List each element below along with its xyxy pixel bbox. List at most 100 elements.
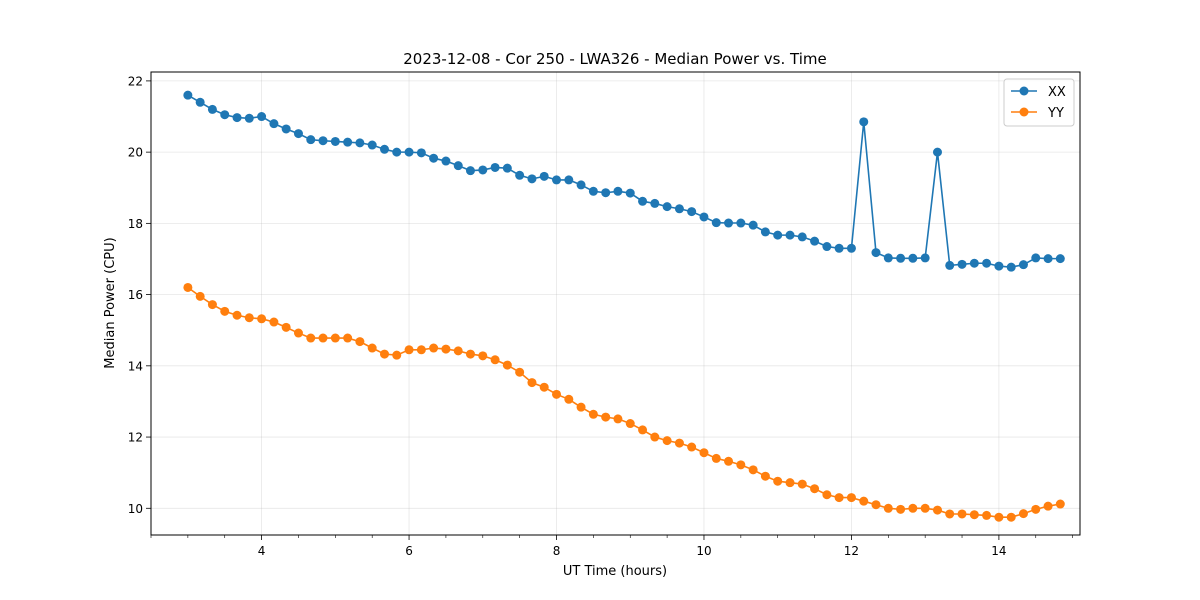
plot-frame [150,71,1081,536]
legend-marker-yy [1019,107,1029,117]
data-point-yy [564,394,574,404]
data-point-yy [932,505,942,515]
data-point-yy [969,510,979,520]
data-point-xx [527,174,537,184]
data-point-yy [797,479,807,489]
y-tick-label: 20 [128,146,143,160]
data-point-xx [625,188,635,198]
y-tick-label: 12 [128,431,143,445]
data-point-xx [871,248,881,258]
data-point-yy [367,343,377,353]
data-point-yy [1018,509,1028,519]
data-point-xx [478,165,488,175]
data-point-yy [343,333,353,343]
y-tick-label: 22 [128,74,143,88]
data-point-xx [576,180,586,190]
data-point-xx [834,243,844,253]
data-point-xx [220,110,230,120]
data-point-xx [613,186,623,196]
data-point-yy [281,322,291,332]
x-tick-label: 14 [991,544,1006,558]
data-point-xx [269,119,279,129]
data-point-xx [711,218,721,228]
legend-marker-xx [1019,86,1029,96]
y-tick-label: 14 [128,359,143,373]
data-point-xx [502,163,512,173]
data-point-yy [269,317,279,327]
data-point-yy [453,346,463,356]
data-point-yy [748,465,758,475]
data-point-yy [773,476,783,486]
data-point-yy [994,512,1004,522]
data-point-xx [699,212,709,222]
data-point-yy [674,438,684,448]
data-point-xx [883,253,893,263]
data-point-yy [613,414,623,424]
data-point-yy [490,355,500,365]
data-point-yy [908,503,918,513]
data-point-xx [908,253,918,263]
data-point-xx [760,227,770,237]
data-point-xx [822,242,832,252]
data-point-xx [515,170,525,180]
data-point-yy [724,456,734,466]
data-point-yy [318,333,328,343]
data-point-xx [343,137,353,147]
data-point-yy [527,378,537,388]
data-point-xx [416,148,426,158]
data-point-yy [736,460,746,470]
data-point-xx [687,207,697,217]
data-point-xx [441,156,451,166]
data-point-yy [183,282,193,292]
chart-title: 2023-12-08 - Cor 250 - LWA326 - Median P… [403,50,827,68]
data-point-xx [404,147,414,157]
data-point-yy [220,306,230,316]
data-point-xx [564,175,574,185]
legend-label-yy: YY [1047,106,1064,121]
axes: 4 6 8 10 12 14 10 12 14 16 18 20 22 [128,74,1073,558]
y-axis-label: Median Power (CPU) [103,237,118,368]
data-point-yy [306,333,316,343]
data-point-xx [650,198,660,208]
data-point-yy [883,503,893,513]
legend: XX YY [1003,78,1075,127]
data-point-yy [539,382,549,392]
data-point-xx [453,161,463,171]
data-point-yy [380,349,389,359]
data-point-yy [552,389,562,399]
data-point-xx [638,196,648,206]
data-point-yy [982,510,992,520]
x-tick-label: 8 [553,544,561,558]
data-point-xx [183,90,193,100]
data-point-yy [392,350,402,360]
data-point-yy [429,343,439,353]
data-point-yy [1006,512,1016,522]
x-tick-label: 12 [844,544,859,558]
data-point-xx [945,260,955,270]
data-point-yy [601,412,611,422]
data-point-xx [588,186,598,196]
data-point-xx [797,232,807,242]
data-point-xx [1006,262,1016,272]
data-point-yy [846,493,856,503]
x-axis-label: UT Time (hours) [563,564,667,579]
data-point-xx [736,218,746,228]
data-point-xx [207,104,217,114]
data-point-yy [785,478,795,488]
data-point-xx [355,138,365,148]
data-point-yy [920,503,930,513]
data-point-yy [355,337,365,347]
data-point-yy [760,471,770,481]
data-point-xx [539,171,549,181]
x-tick-label: 10 [696,544,711,558]
data-point-xx [429,153,439,163]
data-point-yy [232,310,242,320]
data-point-yy [478,351,488,361]
data-point-yy [195,291,205,301]
data-point-yy [515,367,525,377]
data-point-yy [625,419,635,429]
data-point-yy [822,490,832,500]
data-point-yy [810,484,820,494]
data-point-xx [281,124,291,134]
